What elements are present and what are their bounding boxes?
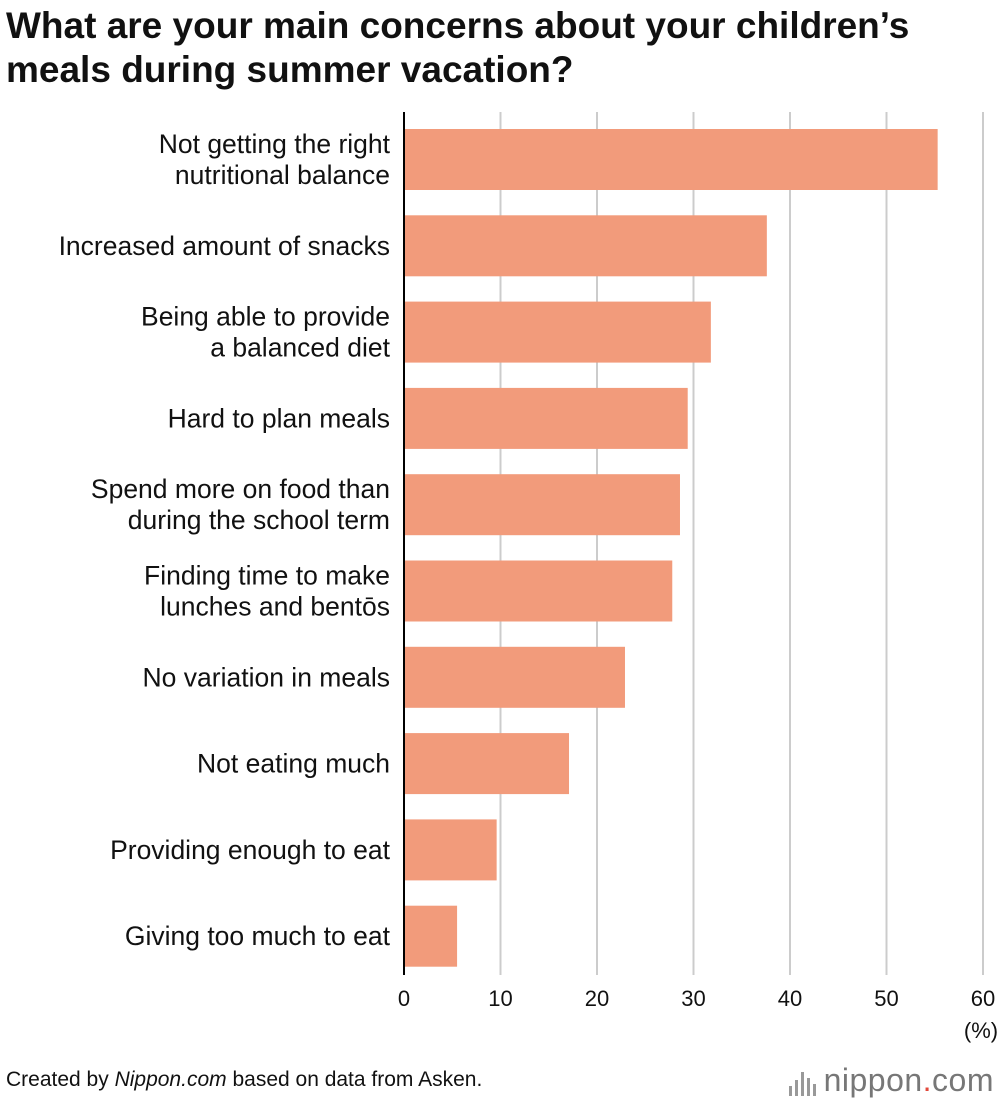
- credit-suffix: based on data from Asken.: [226, 1068, 483, 1091]
- category-label: Providing enough to eat: [110, 835, 391, 865]
- category-labels: Not getting the right nutritional balance…: [59, 129, 391, 951]
- nippon-logo: nippon. com: [788, 1062, 994, 1099]
- bar: [404, 215, 767, 277]
- bars: [404, 129, 938, 967]
- category-label: No variation in meals: [143, 662, 390, 692]
- credit-prefix: Created by: [6, 1068, 115, 1091]
- x-tick-label: 50: [874, 986, 898, 1011]
- category-label: Spend more on food than during the school…: [91, 474, 390, 535]
- logo-dot: .: [922, 1062, 933, 1098]
- bar: [404, 733, 570, 795]
- bar: [404, 387, 688, 449]
- category-label: Giving too much to eat: [125, 921, 391, 951]
- category-label: Hard to plan meals: [168, 403, 390, 433]
- bar: [404, 474, 680, 536]
- category-label: Not getting the right nutritional balance: [159, 129, 391, 190]
- bar: [404, 646, 625, 708]
- sound-bars-icon: [788, 1066, 816, 1096]
- bar: [404, 301, 711, 363]
- x-tick-label: 40: [778, 986, 802, 1011]
- unit-label: (%): [964, 1018, 998, 1043]
- category-label: Finding time to make lunches and bentōs: [144, 561, 390, 622]
- x-tick-label: 60: [971, 986, 995, 1011]
- x-tick-label: 20: [585, 986, 609, 1011]
- bar: [404, 560, 673, 622]
- bar: [404, 819, 497, 881]
- logo-text-right: com: [932, 1062, 994, 1098]
- chart-title: What are your main concerns about your c…: [6, 5, 910, 90]
- bar-chart: Not getting the right nutritional balance…: [59, 112, 998, 1043]
- category-label: Being able to provide a balanced diet: [141, 302, 391, 363]
- category-label: Increased amount of snacks: [59, 231, 390, 261]
- bar: [404, 129, 938, 190]
- x-tick-label: 30: [681, 986, 705, 1011]
- logo-text-left: nippon: [823, 1062, 923, 1098]
- category-label: Not eating much: [197, 749, 390, 779]
- x-tick-labels: 0 10 20 30 40 50 60: [398, 986, 995, 1011]
- x-tick-label: 0: [398, 986, 410, 1011]
- credit-site: Nippon.com: [114, 1068, 227, 1091]
- bar: [404, 905, 458, 967]
- source-credit: Created by Nippon.com based on data from…: [6, 1068, 482, 1092]
- x-tick-label: 10: [488, 986, 512, 1011]
